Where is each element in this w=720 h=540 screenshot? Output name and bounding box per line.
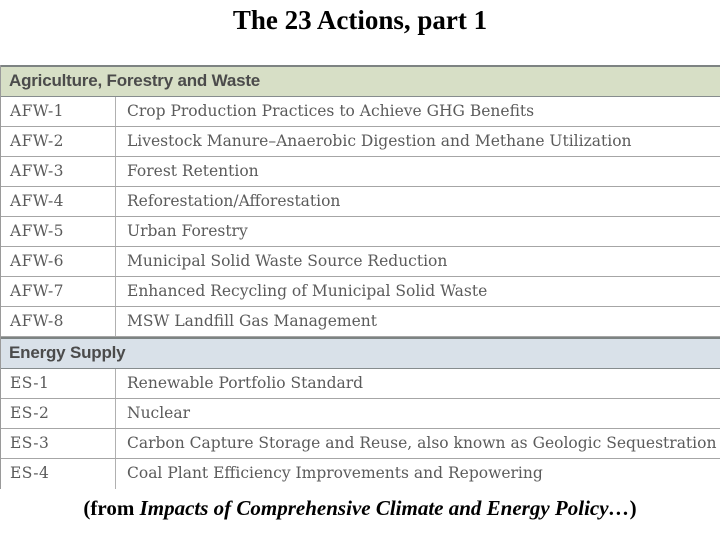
action-description: Municipal Solid Waste Source Reduction: [127, 252, 448, 270]
action-code: AFW-2: [1, 127, 116, 156]
action-code: AFW-1: [1, 97, 116, 126]
actions-table: Agriculture, Forestry and Waste AFW-1 Cr…: [0, 65, 720, 489]
section-header-energy-supply: Energy Supply: [1, 337, 720, 369]
table-row: ES-3 Carbon Capture Storage and Reuse, a…: [1, 429, 720, 459]
caption-suffix: ): [629, 496, 637, 520]
table-row: ES-2 Nuclear: [1, 399, 720, 429]
table-row: AFW-5 Urban Forestry: [1, 217, 720, 247]
action-code: AFW-7: [1, 277, 116, 306]
caption-prefix: (from: [83, 496, 140, 520]
action-description: Forest Retention: [127, 162, 259, 180]
table-row: AFW-1 Crop Production Practices to Achie…: [1, 97, 720, 127]
action-description: Carbon Capture Storage and Reuse, also k…: [127, 434, 717, 452]
action-description: Coal Plant Efficiency Improvements and R…: [127, 464, 543, 482]
table-row: AFW-2 Livestock Manure–Anaerobic Digesti…: [1, 127, 720, 157]
action-description: MSW Landfill Gas Management: [127, 312, 377, 330]
slide-title: The 23 Actions, part 1: [232, 5, 488, 35]
action-code: AFW-4: [1, 187, 116, 216]
table-row: AFW-8 MSW Landfill Gas Management: [1, 307, 720, 337]
action-code: AFW-5: [1, 217, 116, 246]
source-caption: (from Impacts of Comprehensive Climate a…: [0, 496, 720, 521]
action-code: ES-2: [1, 399, 116, 428]
action-code: AFW-3: [1, 157, 116, 186]
action-code: AFW-8: [1, 307, 116, 336]
action-code: ES-3: [1, 429, 116, 458]
action-code: ES-1: [1, 369, 116, 398]
table-row: AFW-7 Enhanced Recycling of Municipal So…: [1, 277, 720, 307]
action-description: Urban Forestry: [127, 222, 248, 240]
action-description: Crop Production Practices to Achieve GHG…: [127, 102, 535, 120]
action-description: Livestock Manure–Anaerobic Digestion and…: [127, 132, 632, 150]
action-description: Reforestation/Afforestation: [127, 192, 341, 210]
section-header-agriculture-forestry-waste: Agriculture, Forestry and Waste: [1, 65, 720, 97]
table-row: ES-1 Renewable Portfolio Standard: [1, 369, 720, 399]
table-row: ES-4 Coal Plant Efficiency Improvements …: [1, 459, 720, 489]
action-code: ES-4: [1, 459, 116, 489]
action-code: AFW-6: [1, 247, 116, 276]
action-description: Enhanced Recycling of Municipal Solid Wa…: [127, 282, 488, 300]
action-description: Nuclear: [127, 404, 191, 422]
table-row: AFW-6 Municipal Solid Waste Source Reduc…: [1, 247, 720, 277]
caption-source-title: Impacts of Comprehensive Climate and Ene…: [139, 496, 630, 520]
table-row: AFW-3 Forest Retention: [1, 157, 720, 187]
table-row: AFW-4 Reforestation/Afforestation: [1, 187, 720, 217]
action-description: Renewable Portfolio Standard: [127, 374, 364, 392]
